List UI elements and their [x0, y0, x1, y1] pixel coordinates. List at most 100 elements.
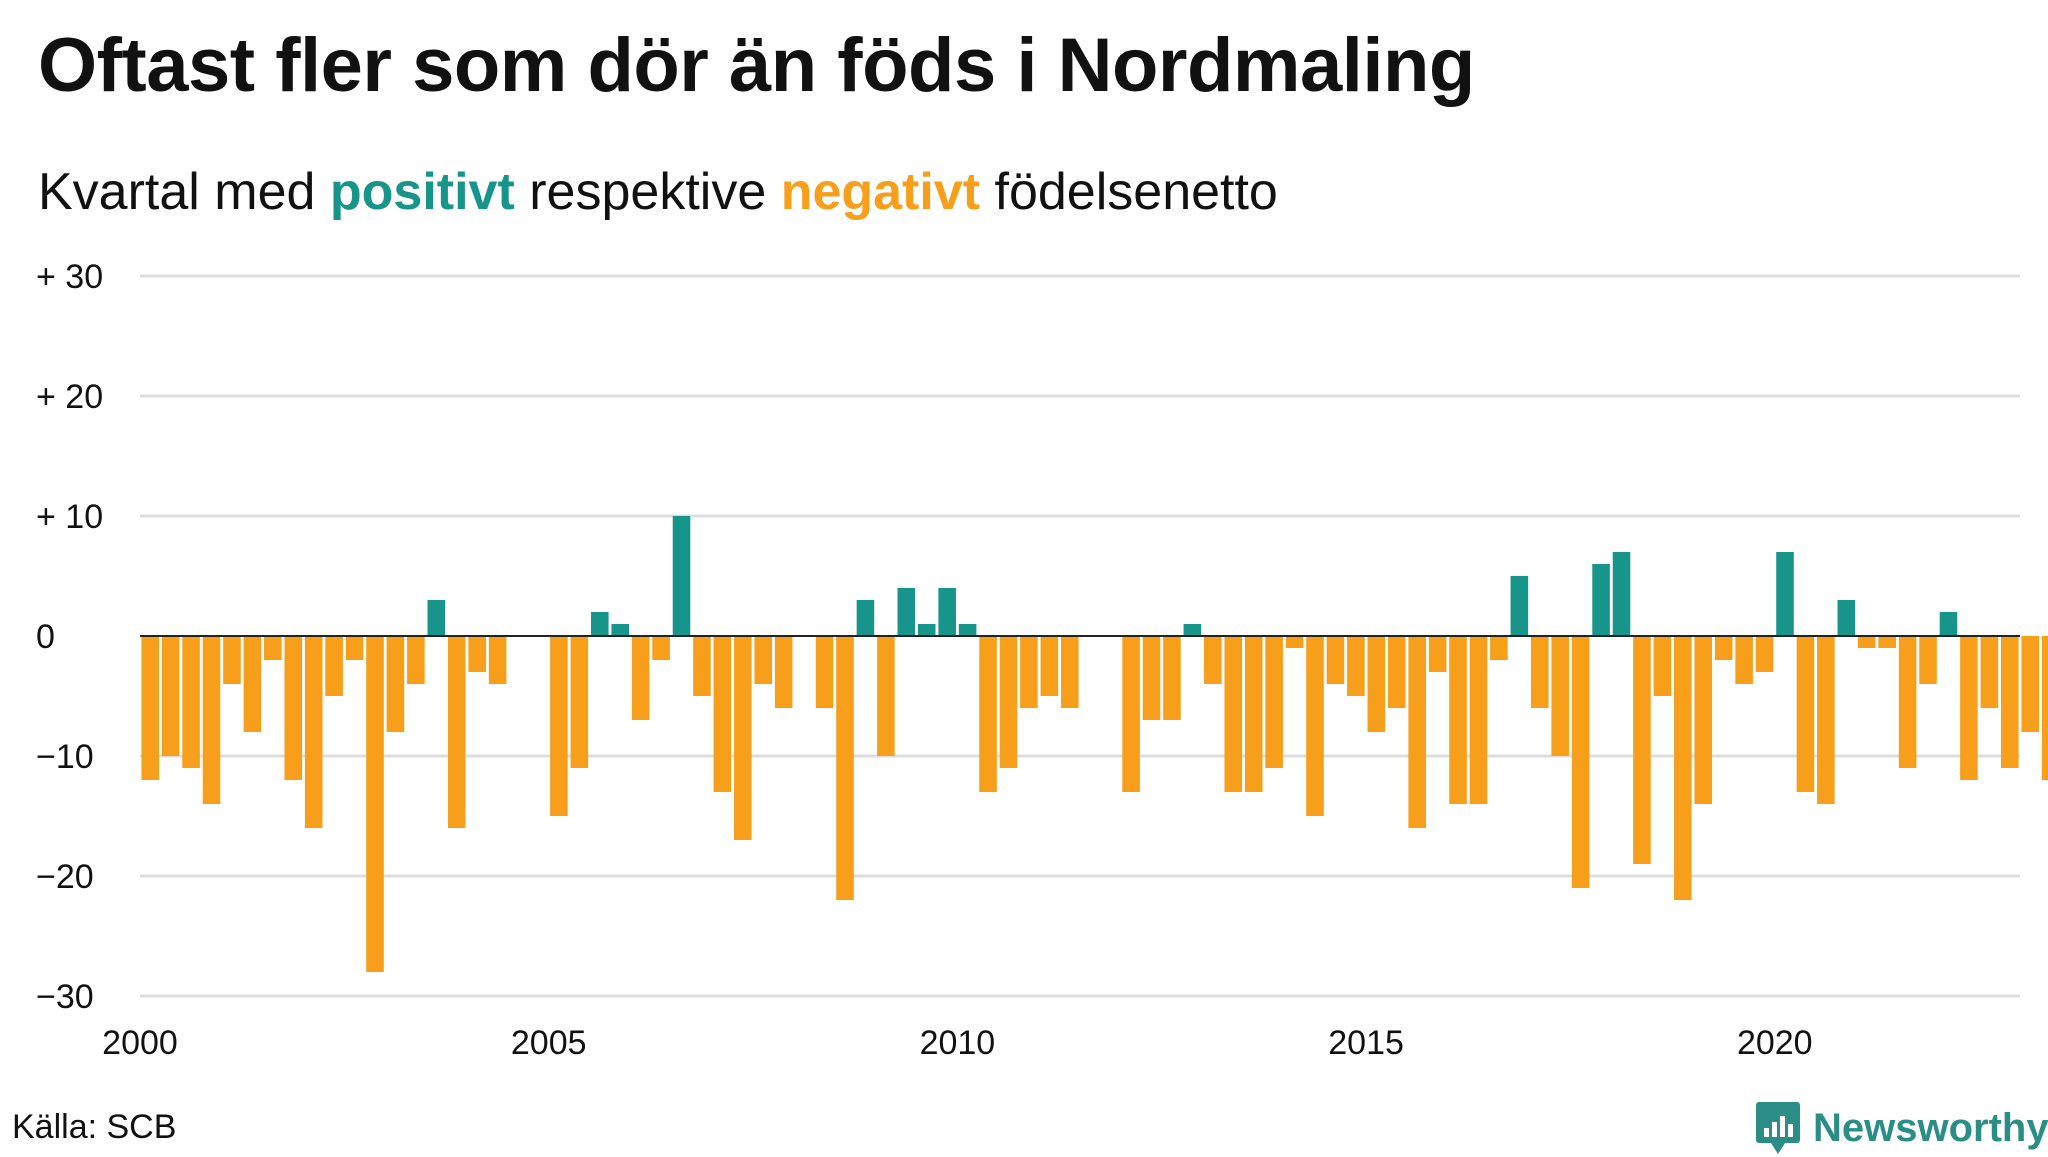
bar-negative: [2000, 636, 2019, 768]
x-tick-label: 2010: [920, 1024, 996, 1062]
bar-negative: [815, 636, 834, 708]
y-tick-label: −10: [36, 738, 94, 776]
bar-negative: [1817, 636, 1835, 804]
bar-negative: [1326, 636, 1345, 684]
bar-negative: [1898, 636, 1917, 768]
bar-negative: [1244, 636, 1263, 792]
bar-negative: [1040, 636, 1059, 696]
bar-negative: [836, 636, 854, 900]
bar-negative: [1653, 636, 1672, 696]
bar-positive: [938, 588, 956, 636]
bar-negative: [754, 636, 773, 684]
bar-negative: [1122, 636, 1140, 792]
y-tick-label: + 10: [36, 498, 103, 536]
bar-negative: [488, 636, 507, 684]
bar-negative: [1367, 636, 1386, 732]
bar-positive: [1939, 612, 1958, 636]
bar-negative: [1551, 636, 1570, 756]
bar-negative: [243, 636, 262, 732]
bar-negative: [182, 636, 200, 768]
bar-negative: [1694, 636, 1713, 804]
bar-negative: [1469, 636, 1488, 804]
bar-negative: [386, 636, 405, 732]
y-tick-label: + 20: [36, 378, 103, 416]
subtitle-middle: respektive: [514, 163, 781, 221]
bar-positive: [427, 600, 446, 636]
bar-positive: [611, 624, 630, 636]
bar-negative: [979, 636, 997, 792]
brand[interactable]: Newsworthy: [1755, 1099, 2048, 1157]
bar-negative: [1060, 636, 1079, 708]
bar-negative: [999, 636, 1018, 768]
bar-negative: [468, 636, 486, 672]
bar-negative: [1674, 636, 1692, 900]
bar-negative: [1980, 636, 1999, 708]
bar-positive: [590, 612, 609, 636]
bar-negative: [1428, 636, 1447, 672]
subtitle-suffix: födelsenetto: [980, 163, 1278, 221]
bar-negative: [1735, 636, 1753, 684]
bar-negative: [1387, 636, 1406, 708]
bar-negative: [1449, 636, 1467, 804]
bar-positive: [897, 588, 916, 636]
bar-negative: [202, 636, 221, 804]
bar-negative: [1796, 636, 1815, 792]
bar-negative: [570, 636, 589, 768]
bar-positive: [1183, 624, 1202, 636]
newsworthy-logo-icon: [1756, 1102, 1800, 1154]
bar-negative: [447, 636, 466, 828]
bar-negative: [877, 636, 895, 756]
bar-negative: [1960, 636, 1978, 780]
bar-negative: [141, 636, 160, 780]
brand-name: Newsworthy: [1813, 1105, 2048, 1150]
bar-negative: [774, 636, 793, 708]
y-tick-label: 0: [36, 618, 55, 656]
y-tick-label: + 30: [36, 258, 103, 296]
x-tick-label: 2000: [102, 1024, 178, 1062]
bar-negative: [1224, 636, 1243, 792]
bar-negative: [652, 636, 670, 660]
bar-positive: [1592, 564, 1610, 636]
x-tick-label: 2005: [511, 1024, 587, 1062]
bar-negative: [325, 636, 343, 696]
bar-negative: [1163, 636, 1181, 720]
bar-negative: [161, 636, 180, 756]
bar-negative: [1265, 636, 1283, 768]
chart-title: Oftast fler som dör än föds i Nordmaling: [38, 23, 1475, 108]
bar-positive: [856, 600, 875, 636]
bar-negative: [264, 636, 282, 660]
bar-positive: [917, 624, 936, 636]
bar-positive: [1837, 600, 1856, 636]
bar-negative: [1204, 636, 1222, 684]
subtitle-prefix: Kvartal med: [38, 163, 330, 221]
bar-negative: [1347, 636, 1365, 696]
bar-negative: [1530, 636, 1549, 708]
bar-negative: [2041, 636, 2048, 780]
bar-negative: [1714, 636, 1733, 660]
y-tick-label: −20: [36, 858, 94, 896]
bar-negative: [2021, 636, 2040, 732]
y-tick-label: −30: [36, 978, 94, 1016]
bar-positive: [1776, 552, 1794, 636]
bar-negative: [713, 636, 732, 792]
bar-negative: [1755, 636, 1774, 672]
bar-negative: [366, 636, 384, 972]
bar-negative: [693, 636, 711, 696]
bar-negative: [1306, 636, 1324, 816]
x-tick-label: 2015: [1328, 1024, 1404, 1062]
subtitle-negative-word: negativt: [780, 163, 981, 221]
bar-positive: [672, 516, 691, 636]
bar-negative: [1142, 636, 1161, 720]
bar-negative: [631, 636, 650, 720]
bar-negative: [223, 636, 241, 684]
bar-negative: [1878, 636, 1896, 648]
bar-negative: [345, 636, 364, 660]
bar-negative: [1919, 636, 1937, 684]
source-label: Källa: SCB: [12, 1108, 177, 1146]
bar-positive: [958, 624, 977, 636]
bar-positive: [1612, 552, 1631, 636]
bar-positive: [1510, 576, 1529, 636]
bar-negative: [407, 636, 425, 684]
chart-subtitle: Kvartal med positivt respektive negativt…: [38, 162, 1278, 222]
